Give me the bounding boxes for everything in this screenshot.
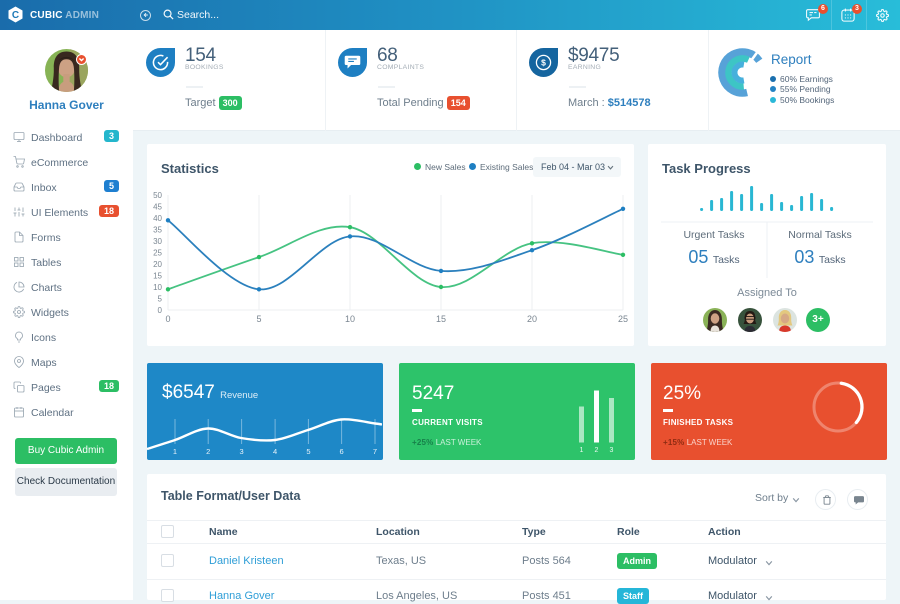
svg-text:5: 5 [158,295,163,304]
svg-text:15: 15 [153,272,162,281]
svg-text:1: 1 [580,447,584,454]
svg-text:35: 35 [153,226,162,235]
svg-text:C: C [12,10,19,21]
svg-text:25: 25 [153,249,162,258]
svg-text:10: 10 [153,283,162,292]
svg-text:45: 45 [153,203,162,212]
svg-text:40: 40 [153,214,162,223]
svg-text:3: 3 [240,447,244,456]
svg-text:10: 10 [345,314,355,324]
svg-text:6: 6 [340,447,344,456]
svg-text:4: 4 [273,447,277,456]
svg-text:2: 2 [206,447,210,456]
svg-text:15: 15 [436,314,446,324]
svg-text:30: 30 [153,237,162,246]
svg-text:$: $ [541,58,546,68]
svg-text:5: 5 [306,447,310,456]
svg-text:25: 25 [618,314,628,324]
svg-text:20: 20 [527,314,537,324]
svg-text:2: 2 [595,447,599,454]
svg-text:1: 1 [173,447,177,456]
svg-text:7: 7 [373,447,377,456]
svg-text:50: 50 [153,191,162,200]
svg-text:0: 0 [158,306,163,315]
svg-text:3: 3 [610,447,614,454]
svg-text:20: 20 [153,260,162,269]
svg-text:5: 5 [256,314,261,324]
svg-text:0: 0 [165,314,170,324]
